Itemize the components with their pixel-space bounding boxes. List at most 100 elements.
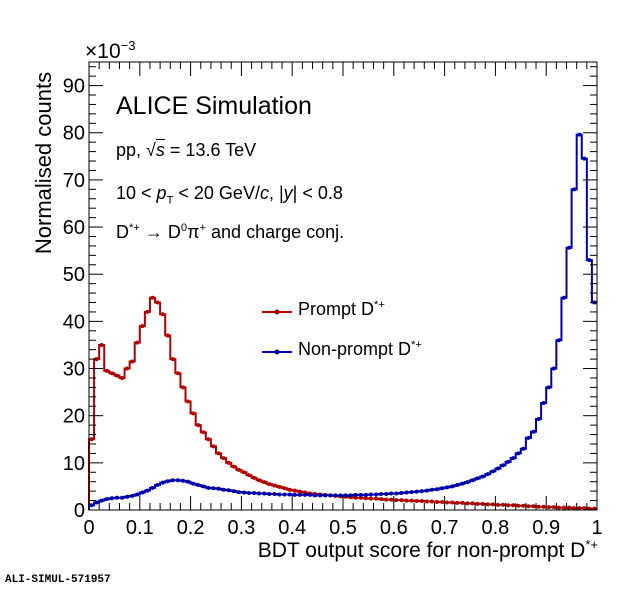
- data-point: [536, 416, 541, 421]
- data-point: [480, 474, 485, 479]
- data-point: [419, 499, 424, 504]
- data-point: [236, 490, 241, 495]
- data-point: [277, 492, 282, 497]
- y-tick-label: 30: [63, 359, 85, 381]
- x-tick-label: 0.6: [380, 517, 408, 539]
- data-point: [292, 488, 297, 493]
- figure-tag: ALI-SIMUL-571957: [5, 574, 111, 586]
- data-point: [262, 480, 267, 485]
- data-point: [414, 489, 419, 494]
- data-point: [551, 366, 556, 371]
- data-point: [140, 490, 145, 495]
- data-point: [368, 492, 373, 497]
- data-point: [201, 484, 206, 489]
- data-point: [358, 492, 363, 497]
- data-point: [561, 295, 566, 300]
- data-point: [257, 478, 262, 483]
- data-point: [582, 156, 587, 161]
- data-point: [201, 430, 206, 435]
- data-point: [150, 485, 155, 490]
- data-point: [440, 486, 445, 491]
- data-point: [374, 492, 379, 497]
- x-tick-label: 0.3: [227, 517, 255, 539]
- data-point: [389, 491, 394, 496]
- decay-label: D*+ → D0π+ and charge conj.: [116, 222, 345, 242]
- data-point: [287, 492, 292, 497]
- data-point: [170, 478, 175, 483]
- data-point: [577, 506, 582, 511]
- experiment-label: ALICE Simulation: [116, 92, 312, 120]
- data-point: [399, 498, 404, 503]
- y-tick-label: 80: [63, 123, 85, 145]
- data-point: [556, 505, 561, 510]
- data-point: [323, 493, 328, 498]
- data-point: [531, 429, 536, 434]
- data-point: [541, 400, 546, 405]
- data-point: [231, 464, 236, 469]
- data-point: [429, 499, 434, 504]
- data-point: [206, 485, 211, 490]
- data-point: [399, 491, 404, 496]
- data-point: [424, 499, 429, 504]
- data-point: [160, 480, 165, 485]
- data-point: [191, 411, 196, 416]
- x-tick-label: 0.1: [126, 517, 154, 539]
- data-point: [490, 469, 495, 474]
- y-tick-label: 20: [63, 406, 85, 428]
- data-point: [353, 492, 358, 497]
- data-point: [135, 340, 140, 345]
- data-point: [241, 470, 246, 475]
- data-point: [114, 373, 119, 378]
- data-point: [567, 505, 572, 510]
- data-point: [561, 505, 566, 510]
- data-point: [450, 500, 455, 505]
- data-point: [394, 491, 399, 496]
- data-point: [506, 503, 511, 508]
- data-point: [384, 491, 389, 496]
- data-point: [506, 459, 511, 464]
- data-point: [297, 492, 302, 497]
- data-point: [414, 499, 419, 504]
- data-point: [511, 503, 516, 508]
- data-point: [125, 494, 130, 499]
- data-point: [206, 437, 211, 442]
- data-point: [89, 503, 94, 508]
- data-point: [307, 492, 312, 497]
- data-point: [465, 480, 470, 485]
- data-point: [379, 491, 384, 496]
- data-point: [109, 371, 114, 376]
- data-point: [511, 456, 516, 461]
- y-tick-label: 60: [63, 217, 85, 239]
- data-point: [445, 500, 450, 505]
- data-point: [465, 501, 470, 506]
- data-point: [363, 496, 368, 501]
- data-point: [196, 423, 201, 428]
- x-tick-label: 0.4: [278, 517, 306, 539]
- data-point: [196, 483, 201, 488]
- data-point: [155, 300, 160, 305]
- data-point: [287, 487, 292, 492]
- data-point: [282, 492, 287, 497]
- series-line-1: [88, 133, 597, 510]
- data-point: [104, 497, 109, 502]
- data-point: [516, 451, 521, 456]
- data-point: [257, 491, 262, 496]
- data-point: [526, 435, 531, 440]
- data-point: [389, 497, 394, 502]
- x-tick-label: 0.2: [177, 517, 205, 539]
- data-point: [130, 493, 135, 498]
- data-point: [94, 357, 99, 362]
- data-point: [277, 484, 282, 489]
- data-point: [409, 490, 414, 495]
- data-point: [186, 399, 191, 404]
- plot-frame: [88, 61, 598, 511]
- legend-marker-0: [274, 309, 280, 315]
- data-point: [358, 495, 363, 500]
- data-point: [236, 467, 241, 472]
- data-point: [125, 366, 130, 371]
- data-point: [363, 492, 368, 497]
- data-point: [521, 446, 526, 451]
- data-point: [409, 498, 414, 503]
- data-point: [328, 493, 333, 498]
- data-point: [556, 338, 561, 343]
